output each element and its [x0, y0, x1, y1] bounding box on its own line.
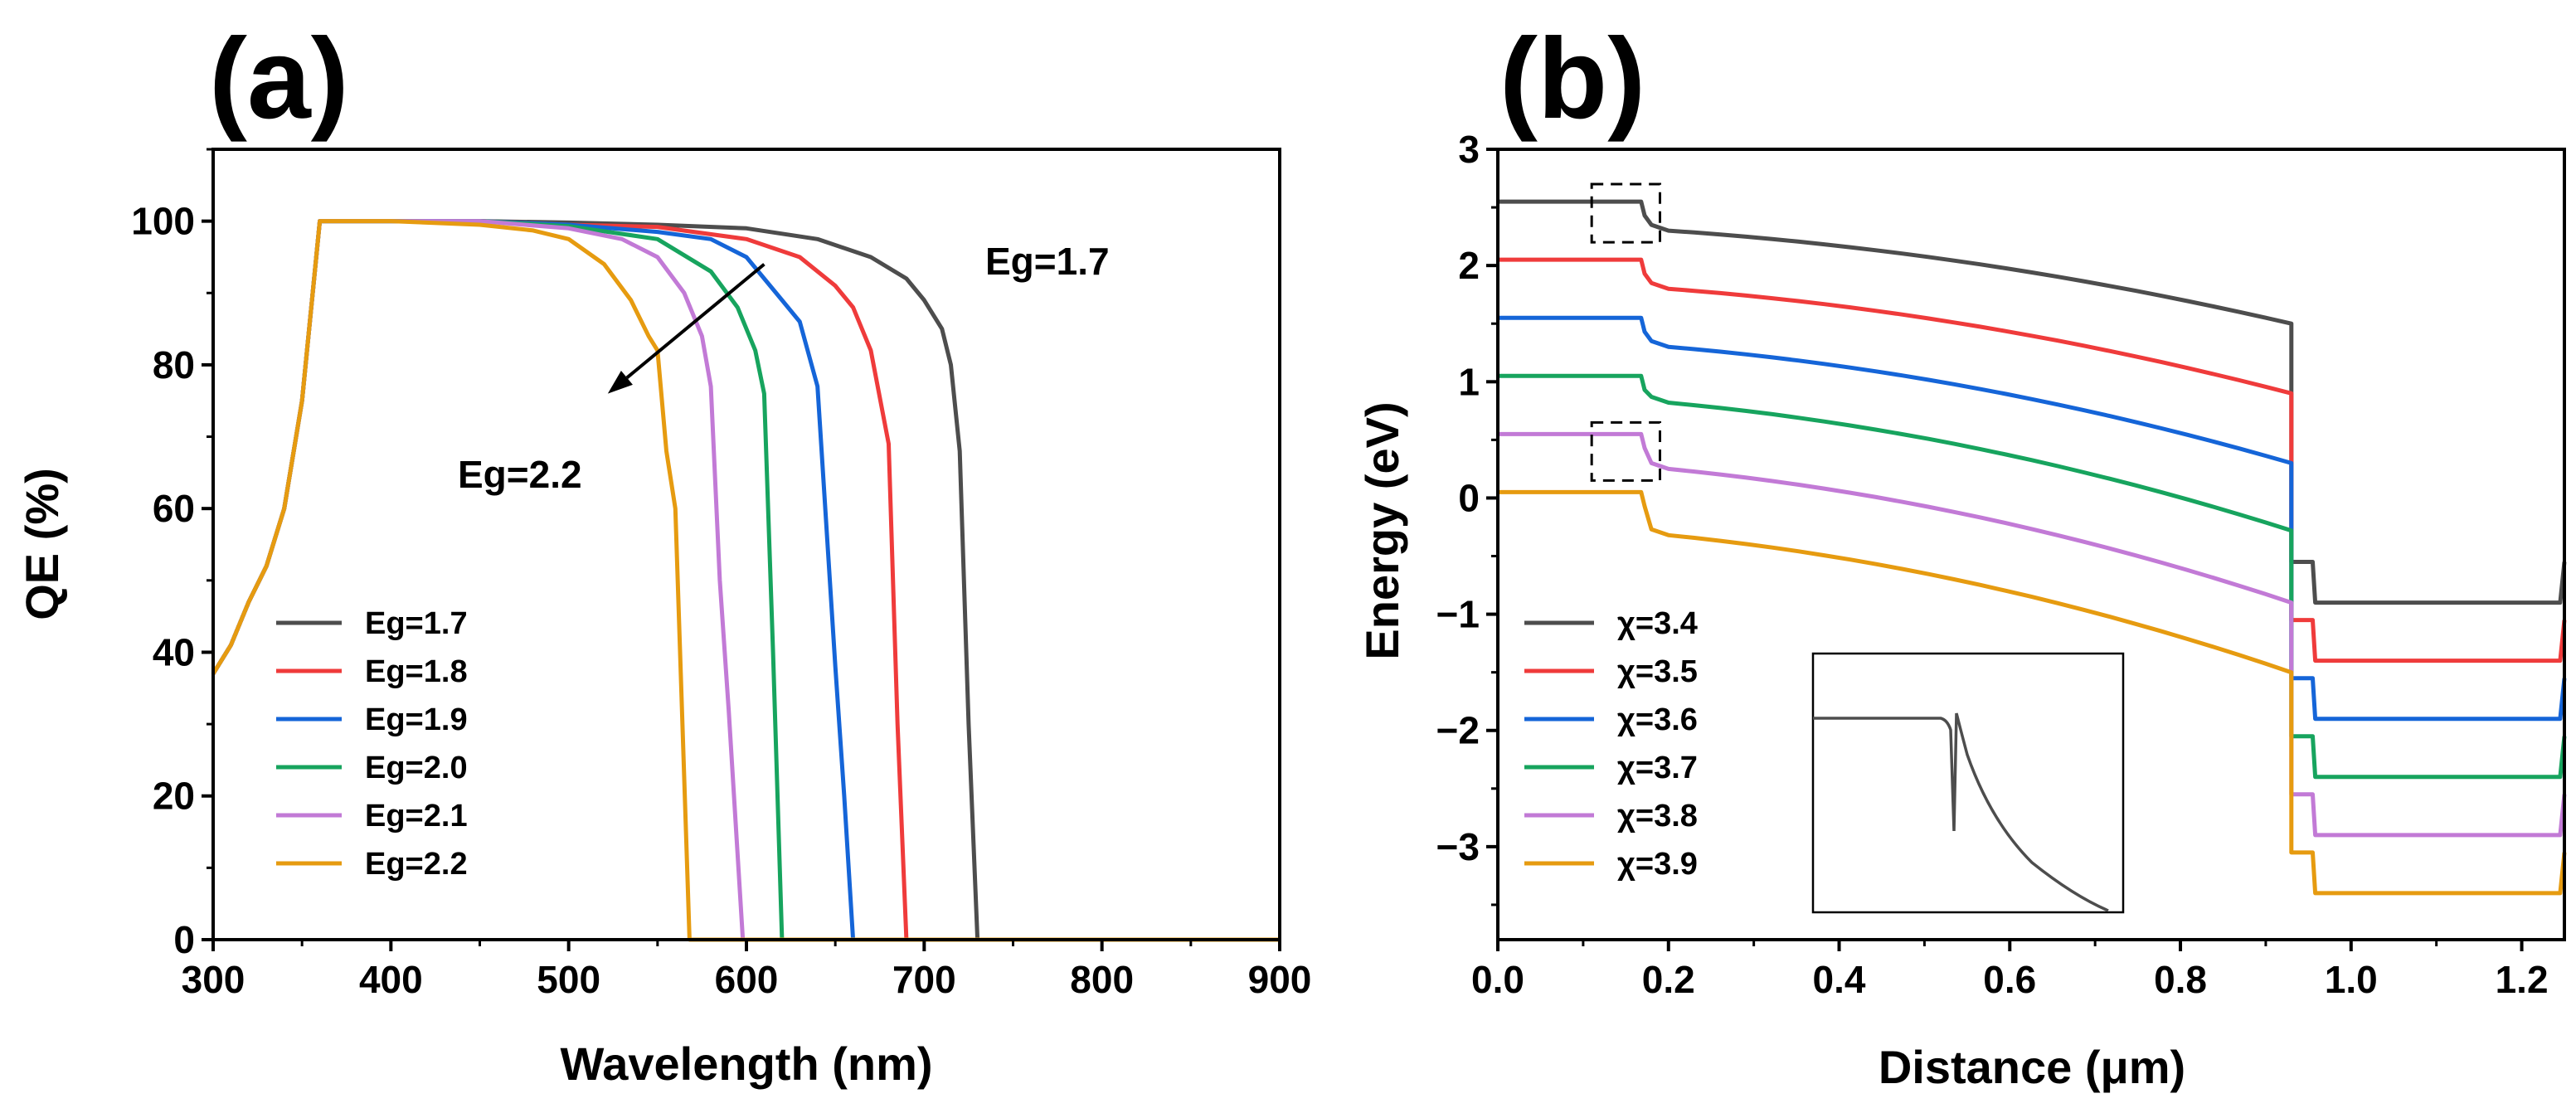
series-line-χ=3.4	[1498, 199, 2567, 605]
x-tick-label: 300	[182, 958, 245, 1001]
inset-curve	[1813, 712, 2109, 912]
x-tick-label: 1.2	[2496, 958, 2549, 1001]
trend-arrow	[625, 263, 766, 379]
annotation-start: Eg=1.7	[985, 240, 1110, 283]
x-tick-label: 0.2	[1642, 958, 1695, 1001]
y-tick-label: 3	[1458, 128, 1480, 171]
x-tick-label: 0.8	[2154, 958, 2207, 1001]
panel-a-xlabel: Wavelength (nm)	[560, 1038, 932, 1090]
panel-b-ticks: 0.0 0.2 0.4 0.6 0.8 1.0 1.2 −3 −2 −1 0 1 2 3	[1436, 128, 2549, 1001]
x-tick-label: 700	[892, 958, 956, 1001]
panel-a: (a) 300 400 500 600 700 800 900 0 20 40 60 80 100 Wa…	[16, 15, 1311, 1090]
y-tick-label: 20	[153, 775, 195, 818]
panel-b-label: (b)	[1499, 15, 1645, 143]
panel-b-xlabel: Distance (μm)	[1879, 1041, 2185, 1093]
series-line-χ=3.8	[1498, 431, 2567, 838]
series-line-Eg=2.2	[211, 219, 1280, 942]
panel-b-legend: χ=3.4 χ=3.5 χ=3.6 χ=3.7 χ=3.8 χ=3.9	[1524, 606, 1698, 882]
series-line-χ=3.7	[1498, 373, 2567, 780]
legend-entry: χ=3.4	[1617, 606, 1698, 641]
x-tick-label: 0.0	[1471, 958, 1524, 1001]
panel-b-ylabel: Energy (eV)	[1356, 401, 1408, 659]
y-tick-label: 80	[153, 343, 195, 386]
panel-b: (b) 0.0 0.2 0.4 0.6 0.8 1.0 1.2 −3 −2 −1 0 1 2 3 Dist…	[1356, 15, 2567, 1093]
y-tick-label: −1	[1436, 593, 1480, 636]
panel-b-plot-area	[1498, 199, 2567, 896]
x-tick-label: 0.4	[1813, 958, 1866, 1001]
panel-a-plot-area	[211, 219, 1280, 942]
y-tick-label: −2	[1436, 709, 1480, 752]
legend-entry: Eg=2.1	[365, 799, 468, 834]
y-tick-label: 40	[153, 630, 195, 673]
zoom-markers	[1590, 182, 1661, 482]
legend-entry: Eg=2.0	[365, 751, 468, 785]
x-tick-label: 0.6	[1983, 958, 2036, 1001]
y-tick-label: 100	[131, 200, 195, 243]
legend-entry: Eg=2.2	[365, 847, 468, 882]
x-tick-label: 800	[1070, 958, 1134, 1001]
legend-entry: χ=3.8	[1617, 799, 1698, 834]
legend-entry: χ=3.5	[1617, 654, 1698, 689]
legend-entry: Eg=1.9	[365, 702, 468, 737]
legend-entry: χ=3.9	[1617, 847, 1698, 882]
y-tick-label: 60	[153, 487, 195, 530]
x-tick-label: 400	[359, 958, 423, 1001]
zoom-box	[1590, 420, 1661, 482]
y-tick-label: 1	[1458, 360, 1480, 403]
panel-a-ticks: 300 400 500 600 700 800 900 0 20 40 60 80 100	[131, 148, 1312, 1001]
panel-a-legend: Eg=1.7 Eg=1.8 Eg=1.9 Eg=2.0 Eg=2.1 Eg=2.2	[276, 606, 468, 882]
legend-entry: Eg=1.7	[365, 606, 468, 641]
panel-a-ylabel: QE (%)	[16, 468, 68, 620]
x-tick-label: 600	[715, 958, 779, 1001]
panel-a-label: (a)	[209, 15, 349, 143]
trend-arrow-head-icon	[607, 370, 633, 394]
legend-entry: χ=3.7	[1617, 751, 1698, 785]
y-tick-label: 0	[173, 918, 195, 961]
x-tick-label: 500	[537, 958, 600, 1001]
inset-zoom	[1811, 652, 2125, 914]
inset-frame	[1811, 652, 2125, 914]
panel-a-annotation: Eg=1.7 Eg=2.2	[458, 240, 1110, 496]
y-tick-label: 2	[1458, 244, 1480, 287]
series-line-χ=3.9	[1498, 489, 2567, 896]
panel-b-frame	[1496, 148, 2566, 941]
x-tick-label: 1.0	[2325, 958, 2378, 1001]
y-tick-label: 0	[1458, 476, 1480, 519]
y-tick-label: −3	[1436, 825, 1480, 868]
legend-entry: χ=3.6	[1617, 702, 1698, 737]
annotation-end: Eg=2.2	[458, 453, 582, 496]
zoom-box	[1590, 182, 1661, 244]
legend-entry: Eg=1.8	[365, 654, 468, 689]
x-tick-label: 900	[1248, 958, 1312, 1001]
